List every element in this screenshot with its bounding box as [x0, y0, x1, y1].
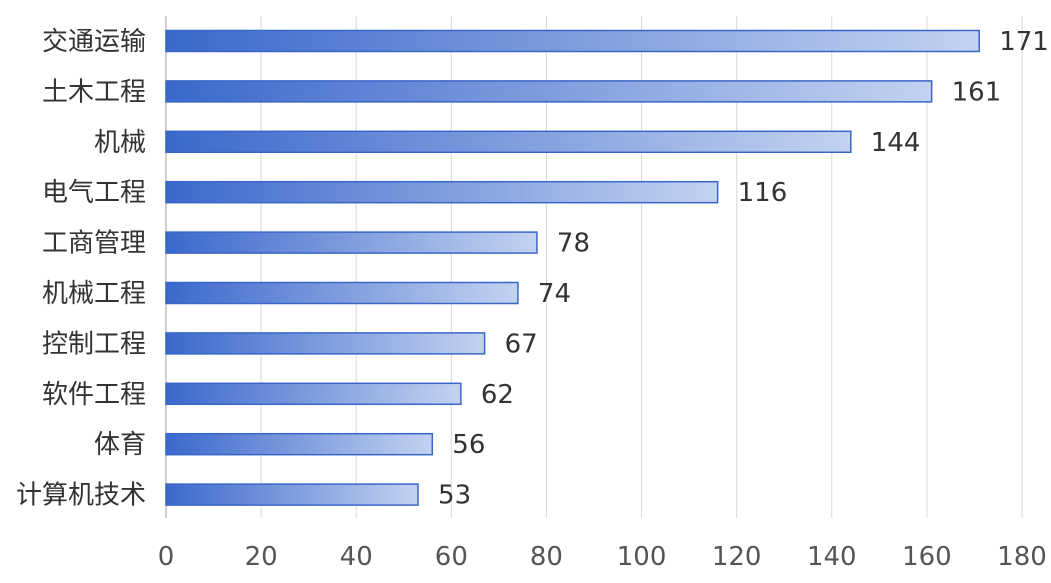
x-tick-label: 100	[617, 542, 667, 572]
x-tick-label: 120	[712, 542, 762, 572]
x-tick-label: 180	[997, 542, 1047, 572]
bar	[165, 332, 486, 355]
x-tick-label: 20	[245, 542, 278, 572]
category-label: 工商管理	[42, 229, 146, 259]
value-label: 161	[952, 77, 1002, 107]
x-tick-label: 80	[530, 542, 563, 572]
category-label: 电气工程	[42, 178, 146, 208]
bars	[165, 29, 980, 506]
x-axis-tick-labels: 0 20 40 60 80 100 120 140 160 180	[158, 542, 1047, 572]
category-label: 软件工程	[42, 380, 146, 410]
category-label: 计算机技术	[16, 481, 146, 511]
bar	[165, 29, 980, 53]
category-label: 交通运输	[42, 27, 146, 57]
bar	[165, 432, 434, 456]
value-label: 67	[505, 329, 538, 359]
x-tick-label: 140	[807, 542, 857, 572]
category-label: 机械工程	[42, 279, 146, 309]
value-label: 56	[452, 430, 485, 460]
value-label: 62	[481, 380, 514, 410]
bar	[165, 130, 852, 154]
bar	[165, 281, 519, 305]
value-label: 144	[871, 128, 921, 158]
x-tick-label: 160	[902, 542, 952, 572]
category-label: 体育	[94, 430, 146, 460]
category-label: 控制工程	[42, 329, 146, 359]
bar	[165, 231, 538, 254]
bar	[165, 382, 462, 406]
category-label: 机械	[94, 128, 146, 158]
value-label: 53	[438, 481, 471, 511]
bar	[165, 180, 719, 204]
x-tick-label: 40	[340, 542, 373, 572]
value-label: 78	[557, 229, 590, 259]
bar	[165, 483, 419, 506]
bar	[165, 80, 933, 103]
value-label: 116	[738, 178, 788, 208]
x-tick-label: 60	[435, 542, 468, 572]
value-label: 171	[999, 27, 1049, 57]
value-label: 74	[538, 279, 571, 309]
x-tick-label: 0	[158, 542, 175, 572]
category-label: 土木工程	[42, 77, 146, 107]
